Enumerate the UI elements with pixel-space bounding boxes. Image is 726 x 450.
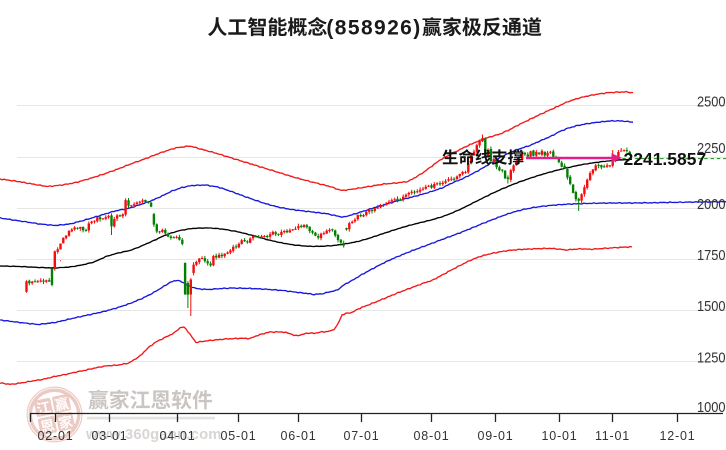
svg-text:2500: 2500 — [697, 93, 726, 110]
svg-text:1750: 1750 — [697, 247, 726, 264]
svg-text:11-01: 11-01 — [595, 429, 630, 443]
svg-text:06-01: 06-01 — [281, 429, 317, 443]
svg-text:1250: 1250 — [697, 349, 726, 366]
svg-text:2000: 2000 — [697, 196, 726, 213]
svg-text:04-01: 04-01 — [160, 429, 196, 443]
svg-text:10-01: 10-01 — [542, 429, 578, 443]
svg-text:1500: 1500 — [697, 298, 726, 315]
svg-text:www.360gann.com: www.360gann.com — [85, 427, 222, 443]
svg-text:08-01: 08-01 — [414, 429, 450, 443]
svg-text:2241.5857: 2241.5857 — [624, 149, 707, 169]
svg-text:02-01: 02-01 — [38, 429, 74, 443]
svg-text:2250: 2250 — [697, 140, 726, 157]
svg-text:12-01: 12-01 — [660, 429, 696, 443]
svg-text:(858926): (858926) — [326, 16, 421, 39]
svg-text:05-01: 05-01 — [221, 429, 257, 443]
svg-text:1000: 1000 — [697, 399, 726, 416]
svg-text:07-01: 07-01 — [344, 429, 380, 443]
svg-text:09-01: 09-01 — [478, 429, 514, 443]
svg-text:03-01: 03-01 — [92, 429, 128, 443]
